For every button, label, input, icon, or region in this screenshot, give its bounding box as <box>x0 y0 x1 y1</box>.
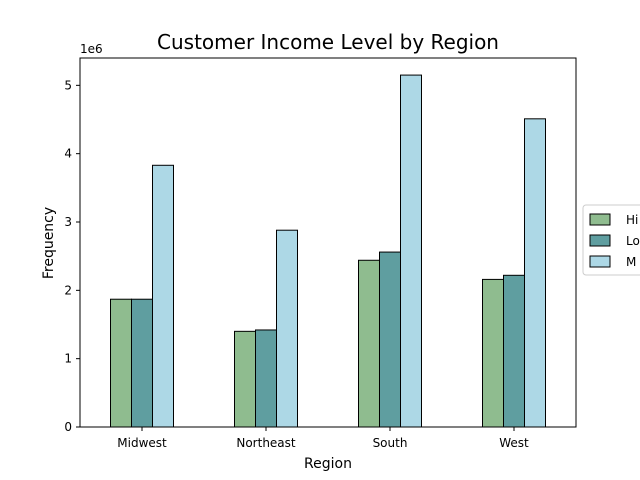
x-tick-label-midwest: Midwest <box>117 436 167 450</box>
y-tick-label: 4 <box>64 147 72 161</box>
bar-northeast-lo <box>255 329 277 428</box>
bar-midwest-lo <box>131 298 153 428</box>
bar-west-m <box>524 118 546 428</box>
bar-northeast-hi <box>234 330 256 428</box>
bar-south-lo <box>379 251 401 428</box>
legend-swatch-m <box>589 255 611 268</box>
legend-label-lo: Lo <box>626 234 640 248</box>
y-tick-label: 3 <box>64 215 72 229</box>
bar-west-hi <box>482 278 504 428</box>
bar-west-lo <box>503 274 525 428</box>
y-axis: 0 1 2 3 4 5 <box>64 78 80 434</box>
x-axis-label: Region <box>304 456 352 472</box>
x-tick-label-south: South <box>373 436 408 450</box>
plot-frame <box>79 57 577 428</box>
legend-swatch-lo <box>589 234 611 247</box>
y-offset-label: 1e6 <box>80 42 103 56</box>
bar-midwest-m <box>152 164 174 428</box>
legend-swatch-hi <box>589 213 611 226</box>
legend: Hi Lo M <box>582 204 640 276</box>
y-tick-label: 5 <box>64 78 72 92</box>
bar-south-hi <box>358 259 380 428</box>
bar-midwest-hi <box>110 298 132 428</box>
x-tick-label-west: West <box>499 436 529 450</box>
y-tick-label: 1 <box>64 352 72 366</box>
y-tick-label: 2 <box>64 283 72 297</box>
legend-label-hi: Hi <box>626 213 638 227</box>
x-axis: Midwest Northeast South West <box>117 427 529 450</box>
chart-title: Customer Income Level by Region <box>157 30 499 54</box>
bar-south-m <box>400 74 422 428</box>
legend-label-m: M <box>626 255 636 269</box>
y-axis-label: Frequency <box>41 207 57 279</box>
bar-northeast-m <box>276 229 298 428</box>
x-tick-label-northeast: Northeast <box>236 436 296 450</box>
y-tick-label: 0 <box>64 420 72 434</box>
